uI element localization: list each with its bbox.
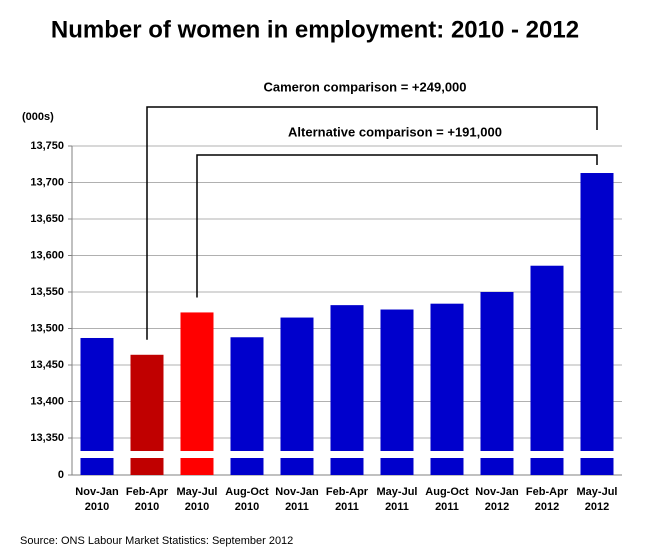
bar [80, 337, 114, 451]
y-tick-label: 13,650 [30, 213, 64, 225]
bar [130, 354, 164, 451]
y-tick-label: 0 [58, 469, 64, 481]
bar-stub [130, 458, 164, 475]
bar-stub [330, 458, 364, 475]
bar [280, 317, 314, 451]
x-tick-label: Aug-Oct 2011 [425, 486, 469, 513]
y-tick-label: 13,450 [30, 359, 64, 371]
bar-stub [380, 458, 414, 475]
x-tick-label: Nov-Jan 2010 [75, 486, 119, 513]
bar [380, 309, 414, 451]
bar-stub [230, 458, 264, 475]
y-tick-label: 13,750 [30, 140, 64, 152]
y-tick-label: 13,700 [30, 176, 64, 188]
y-axis-label: (000s) [22, 111, 54, 123]
y-tick-label: 13,600 [30, 249, 64, 261]
bracket [146, 106, 598, 340]
x-tick-label: Aug-Oct 2010 [225, 486, 269, 513]
bar [480, 292, 514, 451]
annotation: Alternative comparison = +191,000 [288, 124, 502, 139]
bar-stub [530, 458, 564, 475]
x-tick-label: May-Jul 2011 [376, 486, 418, 513]
x-tick-label: May-Jul 2012 [576, 486, 618, 513]
y-tick-label: 13,400 [30, 395, 64, 407]
y-tick-label: 13,550 [30, 286, 64, 298]
bar-stub [430, 458, 464, 475]
x-tick-label: Nov-Jan 2012 [475, 486, 519, 513]
chart-title: Number of women in employment: 2010 - 20… [51, 16, 579, 43]
bar-stub [280, 458, 314, 475]
annotation: Cameron comparison = +249,000 [263, 79, 466, 94]
x-tick-label: May-Jul 2010 [176, 486, 218, 513]
bar-stub [580, 458, 614, 475]
y-tick-label: 13,350 [30, 432, 64, 444]
bar [530, 265, 564, 451]
bar [180, 312, 214, 451]
x-tick-label: Feb-Apr 2012 [525, 486, 569, 513]
x-tick-label: Feb-Apr 2010 [125, 486, 169, 513]
source: Source: ONS Labour Market Statistics: Se… [20, 535, 293, 547]
bar [430, 303, 464, 451]
bar [330, 305, 364, 451]
bar [580, 173, 614, 451]
x-tick-label: Feb-Apr 2011 [325, 486, 369, 513]
y-tick-label: 13,500 [30, 322, 64, 334]
bar-stub [180, 458, 214, 475]
bar [230, 337, 264, 451]
bracket [196, 154, 598, 298]
bar-stub [480, 458, 514, 475]
bar-stub [80, 458, 114, 475]
x-tick-label: Nov-Jan 2011 [275, 486, 319, 513]
